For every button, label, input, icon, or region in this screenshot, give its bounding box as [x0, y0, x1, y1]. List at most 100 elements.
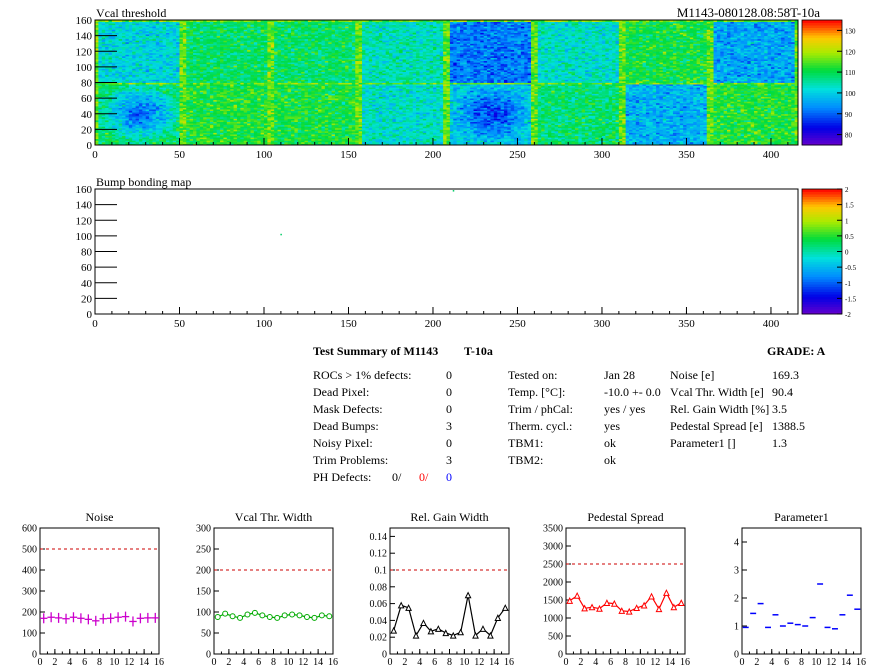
vcal-cell	[703, 120, 708, 122]
vcal-cell	[203, 130, 207, 133]
vcal-cell	[466, 123, 471, 126]
vcal-cell	[318, 127, 322, 130]
vcal-cell	[598, 116, 603, 119]
vcal-cell	[453, 116, 458, 119]
vcal-cell	[791, 123, 796, 126]
vcal-cell	[503, 115, 508, 118]
vcal-cell	[720, 123, 725, 126]
vcal-cell	[510, 123, 515, 126]
vcal-cell	[233, 124, 238, 127]
vcal-cell	[581, 115, 586, 118]
vcal-cell	[101, 123, 106, 126]
vcal-cell	[669, 116, 674, 119]
vcal-cell	[723, 120, 728, 122]
vcal-cell	[476, 135, 481, 138]
vcal-cell	[490, 116, 495, 119]
vcal-cell	[625, 124, 630, 127]
vcal-cell	[720, 135, 725, 138]
vcal-cell	[466, 140, 471, 143]
vcal-cell	[605, 126, 610, 129]
vcal-cell	[503, 141, 508, 144]
vcal-cell	[723, 140, 728, 143]
vcal-cell	[206, 143, 211, 146]
vcal-cell	[639, 137, 643, 140]
vcal-cell	[412, 135, 417, 138]
vcal-cell	[622, 129, 627, 132]
vcal-cell	[111, 112, 116, 115]
vcal-cell	[689, 121, 694, 124]
vcal-cell	[767, 116, 772, 119]
vcal-cell	[422, 124, 427, 127]
vcal-cell	[331, 124, 336, 127]
vcal-cell	[669, 113, 674, 116]
vcal-cell	[213, 143, 218, 146]
vcal-cell	[460, 118, 464, 121]
vcal-cell	[774, 115, 779, 118]
vcal-cell	[355, 141, 360, 144]
vcal-cell	[777, 137, 782, 140]
vcal-cell	[554, 120, 559, 122]
vcal-cell	[199, 124, 204, 127]
vcal-cell	[321, 116, 326, 119]
vcal-cell	[267, 126, 272, 129]
vcal-cell	[605, 113, 610, 116]
vcal-cell	[737, 132, 741, 135]
vcal-cell	[230, 137, 234, 140]
vcal-cell	[338, 121, 343, 124]
vcal-cell	[155, 112, 160, 115]
vcal-cell	[693, 132, 698, 135]
vcal-cell	[460, 138, 464, 141]
vcal-cell	[365, 135, 370, 138]
vcal-cell	[392, 132, 397, 135]
vcal-cell	[203, 116, 207, 119]
vcal-cell	[142, 126, 147, 129]
vcal-cell	[554, 141, 559, 144]
vcal-cell	[409, 116, 414, 119]
vcal-cell	[547, 113, 552, 116]
vcal-cell	[520, 115, 525, 118]
vcal-cell	[108, 135, 113, 138]
vcal-cell	[460, 126, 464, 129]
vcal-cell	[385, 121, 390, 124]
vcal-cell	[693, 123, 698, 126]
vcal-cell	[375, 121, 380, 124]
vcal-cell	[716, 135, 721, 138]
vcal-cell	[375, 135, 380, 138]
vcal-cell	[693, 138, 698, 141]
vcal-cell	[182, 116, 187, 119]
vcal-cell	[257, 127, 262, 130]
vcal-cell	[368, 124, 373, 127]
vcal-cell	[135, 138, 140, 141]
vcal-cell	[240, 137, 245, 140]
vcal-cell	[277, 140, 282, 143]
vcal-cell	[645, 124, 650, 127]
vcal-cell	[541, 120, 545, 122]
vcal-cell	[416, 120, 420, 122]
vcal-cell	[105, 112, 109, 115]
vcal-cell	[226, 113, 231, 116]
vcal-cell	[480, 120, 485, 122]
vcal-cell	[125, 135, 130, 138]
vcal-cell	[727, 113, 731, 116]
vcal-cell	[649, 132, 654, 135]
vcal-cell	[179, 118, 184, 121]
vcal-cell	[689, 143, 694, 146]
vcal-cell	[767, 127, 772, 130]
vcal-cell	[159, 112, 163, 115]
vcal-cell	[277, 141, 282, 144]
vcal-cell	[149, 132, 153, 135]
vcal-cell	[307, 143, 312, 146]
vcal-cell	[240, 126, 245, 129]
vcal-cell	[233, 143, 238, 146]
vcal-cell	[108, 141, 113, 144]
vcal-cell	[547, 129, 552, 132]
vcal-cell	[439, 118, 444, 121]
vcal-cell	[470, 140, 474, 143]
vcal-cell	[267, 140, 272, 143]
vcal-cell	[774, 127, 779, 130]
vcal-cell	[672, 124, 677, 127]
vcal-cell	[635, 124, 640, 127]
vcal-cell	[652, 113, 657, 116]
vcal-cell	[541, 138, 545, 141]
vcal-cell	[122, 126, 126, 129]
